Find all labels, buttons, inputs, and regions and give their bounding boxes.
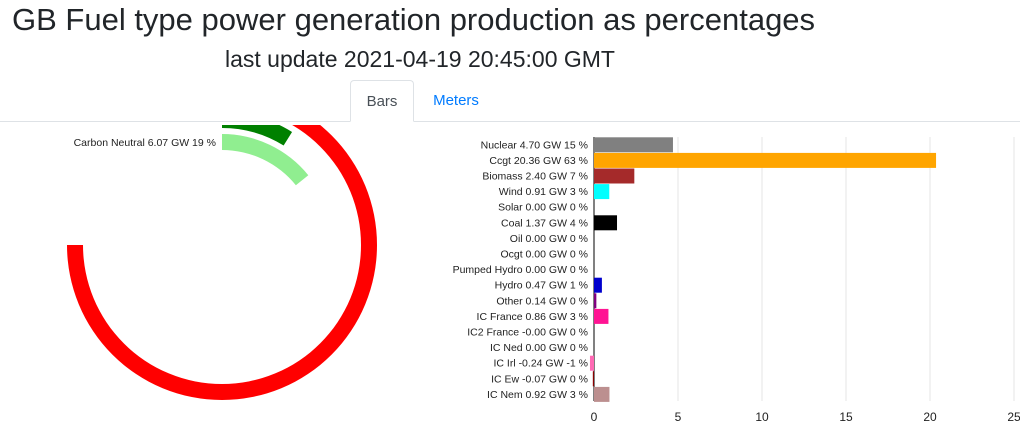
x-tick-label: 10 [755, 410, 769, 424]
gauge-arc-1 [222, 125, 293, 146]
bar-label-3: Wind 0.91 GW 3 % [499, 186, 588, 198]
bar-0 [594, 137, 673, 153]
bar-11 [594, 308, 609, 324]
tab-bars[interactable]: Bars [350, 80, 414, 122]
bar-14 [589, 355, 594, 371]
bar-label-4: Solar 0.00 GW 0 % [498, 202, 588, 214]
bar-15 [592, 371, 594, 387]
demand-gauge-chart: Demand 32.11 GWRenewables 3.78 GW 12 %Ca… [67, 125, 377, 400]
gauge-label-1: Renewables 3.78 GW 12 % [87, 125, 216, 127]
gauge-arc-0 [67, 125, 377, 400]
bar-label-16: IC Nem 0.92 GW 3 % [487, 389, 588, 401]
bar-label-9: Hydro 0.47 GW 1 % [495, 280, 588, 292]
bar-label-14: IC Irl -0.24 GW -1 % [493, 358, 588, 370]
bar-3 [594, 184, 610, 200]
x-tick-label: 25 [1007, 410, 1020, 424]
bar-label-13: IC Ned 0.00 GW 0 % [490, 342, 588, 354]
fuel-bar-chart: 0 5 10 15 20 25 Nuclear 4.70 GW 15 % Ccgt 20.36… [453, 137, 1020, 424]
bar-label-7: Ocgt 0.00 GW 0 % [500, 249, 588, 261]
bar-10 [594, 293, 597, 309]
bar-label-2: Biomass 2.40 GW 7 % [482, 171, 588, 183]
bar-label-0: Nuclear 4.70 GW 15 % [481, 139, 588, 151]
bar-2 [594, 168, 635, 184]
last-update-text: last update 2021-04-19 20:45:00 GMT [225, 46, 615, 72]
tab-meters[interactable]: Meters [433, 92, 479, 109]
bar-1 [594, 152, 937, 168]
bar-label-5: Coal 1.37 GW 4 % [501, 217, 588, 229]
bar-label-6: Oil 0.00 GW 0 % [510, 233, 588, 245]
tab-bar: Bars Meters [0, 80, 1020, 122]
page-title: GB Fuel type power generation production… [12, 2, 816, 37]
gauge-arc-2 [222, 134, 309, 186]
x-tick-label: 0 [591, 410, 598, 424]
x-tick-label: 15 [839, 410, 853, 424]
bar-5 [594, 215, 618, 231]
bar-label-11: IC France 0.86 GW 3 % [477, 311, 588, 323]
x-tick-label: 20 [923, 410, 937, 424]
bar-label-1: Ccgt 20.36 GW 63 % [489, 155, 588, 167]
bar-16 [594, 386, 610, 402]
bar-label-10: Other 0.14 GW 0 % [496, 295, 588, 307]
bar-label-12: IC2 France -0.00 GW 0 % [467, 327, 588, 339]
gauge-label-2: Carbon Neutral 6.07 GW 19 % [74, 137, 216, 149]
bar-label-8: Pumped Hydro 0.00 GW 0 % [453, 264, 588, 276]
bar-label-15: IC Ew -0.07 GW 0 % [491, 373, 588, 385]
bar-9 [594, 277, 602, 293]
x-tick-label: 5 [675, 410, 682, 424]
